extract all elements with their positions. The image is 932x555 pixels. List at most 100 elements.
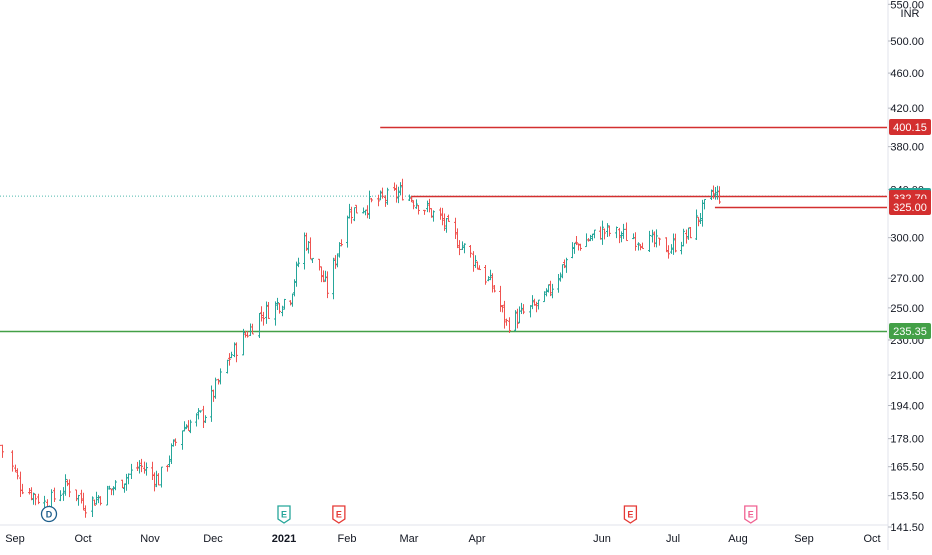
earnings-event-4-letter: E [748,510,754,520]
ohlc-bar [543,291,546,303]
ohlc-bar [593,229,596,239]
ohlc-bar [368,190,371,219]
ohlc-bar [235,342,238,363]
ohlc-bar [168,455,171,468]
ohlc-bar [508,317,511,333]
ohlc-bar [545,288,548,297]
earnings-event-4: E [744,505,758,524]
ohlc-bar [170,443,173,464]
ohlc-bar [384,195,387,207]
ohlc-bar [697,216,700,227]
ohlc-bar [563,259,566,269]
ohlc-bar [219,368,222,385]
ohlc-bar [53,487,56,502]
ohlc-bar [685,229,688,244]
ohlc-bar [82,492,85,511]
ohlc-bar [454,217,457,240]
ohlc-bar [295,261,298,287]
ohlc-bar [362,207,365,214]
ohlc-bar [112,486,115,496]
ohlc-bar [353,207,356,222]
ohlc-bar [246,331,249,338]
ohlc-bar [529,305,532,318]
ohlc-bar [565,257,568,273]
y-tick-label: 420.00 [890,103,924,115]
ohlc-bar [680,241,683,255]
earnings-event-2-marker [332,505,346,524]
earnings-event-1: E [277,505,291,524]
ohlc-bar [625,222,628,242]
ohlc-bar [484,265,487,285]
y-tick-label: 250.00 [890,303,924,315]
y-tick-label: 194.00 [890,401,924,413]
ohlc-bar [114,480,117,491]
ohlc-bar [718,186,721,204]
ohlc-bar [366,205,369,219]
ohlc-bar [522,304,525,315]
support-tag-label: 235.35 [893,326,927,338]
dividend-event-marker [40,505,58,523]
ohlc-bar [439,207,442,220]
ohlc-bar [62,487,65,501]
ohlc-bar [172,439,175,447]
ohlc-bar [265,301,268,324]
ohlc-bar [262,311,265,326]
earnings-event-1-marker [277,505,291,524]
ohlc-bar [469,245,472,258]
ohlc-bar [401,178,404,201]
ohlc-bar [249,323,252,336]
ohlc-bar [426,200,429,213]
ohlc-bar [395,184,398,203]
y-tick-label: 153.50 [890,491,924,503]
ohlc-bar [289,300,292,306]
ohlc-bar [348,203,351,219]
ohlc-bar [0,444,1,446]
earnings-event-3-letter: E [627,510,633,520]
x-tick-label: Jun [593,533,611,545]
x-tick-label: 2021 [272,533,296,545]
level-325-tag: 325.00 [889,199,931,215]
currency-label[interactable]: INR [901,8,920,20]
x-tick-label: Dec [203,533,223,545]
ohlc-bar [379,190,382,201]
ohlc-bar [318,258,321,271]
ohlc-bar [185,424,188,430]
ohlc-bar [99,496,102,506]
ohlc-bar [355,204,358,214]
ohlc-bar [682,228,685,247]
price-axis[interactable]: 141.50153.50165.50178.00194.00210.00230.… [887,0,924,550]
ohlc-bar [639,244,642,251]
ohlc-bar [80,489,83,504]
time-axis[interactable]: Sep Oct Nov Dec 2021 Feb Mar Apr Jun Jul Aug Sep Oct [0,524,888,545]
ohlc-bar [160,466,163,488]
ohlc-bar [672,233,675,255]
ohlc-bar [634,232,637,251]
ohlc-bar [291,293,294,307]
ohlc-bar [637,242,640,251]
ohlc-bar [281,305,284,317]
x-tick-label: Sep [794,533,814,545]
ohlc-bar [242,328,245,356]
y-tick-label: 270.00 [890,273,924,285]
ohlc-bar [30,487,33,501]
ohlc-bar [228,353,231,366]
ohlc-bar [603,228,606,240]
ohlc-bar [520,302,523,315]
ohlc-bar [230,351,233,359]
ohlc-bar [204,415,207,424]
ohlc-bar [174,438,177,446]
ohlc-bar [297,257,300,268]
y-tick-label: 165.50 [890,462,924,474]
ohlc-bar [537,299,540,310]
ohlc-bar [487,276,490,282]
ohlc-bar [415,199,418,209]
ohlc-bar [260,306,263,322]
ohlc-bar [716,185,719,200]
ohlc-bar [417,205,420,215]
ohlc-bar [410,196,413,202]
ohlc-bar [491,273,494,293]
ohlc-bar [125,473,128,491]
ohlc-bar [136,461,139,471]
